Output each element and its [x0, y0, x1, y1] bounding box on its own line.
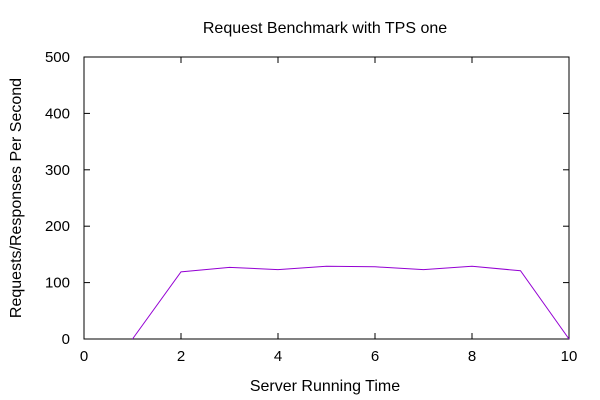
plot-frame	[83, 56, 570, 340]
chart-title: Request Benchmark with TPS one	[203, 20, 447, 37]
x-tick-label: 0	[80, 348, 88, 365]
x-tick-label: 2	[177, 348, 185, 365]
y-axis-title: Requests/Responses Per Second	[8, 78, 25, 318]
y-tick-label: 300	[45, 162, 70, 179]
y-tick-label: 500	[45, 49, 70, 66]
x-tick-label: 10	[561, 348, 578, 365]
x-axis: 0 2 4 6 8 10	[80, 57, 578, 365]
series-layer	[132, 265, 570, 340]
x-tick-label: 8	[468, 348, 476, 365]
series-line-1	[132, 265, 570, 340]
y-axis: 0 100 200 300 400 500	[45, 49, 569, 348]
y-tick-label: 100	[45, 275, 70, 292]
y-tick-label: 200	[45, 218, 70, 235]
x-axis-title: Server Running Time	[250, 378, 400, 395]
plot-border	[83, 56, 570, 340]
y-tick-label: 400	[45, 105, 70, 122]
x-tick-label: 4	[274, 348, 282, 365]
x-tick-label: 6	[371, 348, 379, 365]
y-tick-label: 0	[62, 331, 70, 348]
